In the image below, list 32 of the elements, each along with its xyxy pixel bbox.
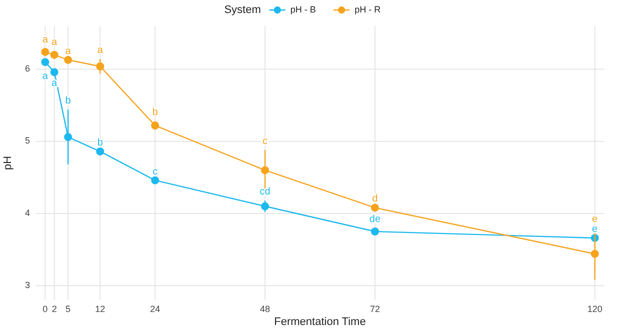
legend-title: System	[224, 4, 261, 16]
data-label: b	[152, 107, 158, 118]
x-tick-label: 48	[260, 304, 270, 314]
y-axis-title: pH	[2, 156, 14, 170]
data-label: a	[52, 37, 58, 48]
data-label: a	[97, 45, 104, 56]
x-tick-label: 12	[95, 304, 106, 314]
data-label: c	[152, 166, 158, 178]
x-tick-label: 24	[150, 304, 160, 314]
data-label: e	[592, 214, 598, 225]
x-axis-title: Fermentation Time	[274, 316, 366, 328]
data-label: e	[592, 224, 598, 235]
y-tick-label: 4	[24, 208, 30, 218]
y-tick-label: 6	[24, 64, 30, 74]
data-label: d	[372, 194, 378, 205]
data-label: cd	[260, 186, 270, 198]
y-tick-label: 3	[24, 280, 30, 290]
data-label: b	[97, 137, 104, 148]
y-tick-label: 5	[24, 136, 30, 146]
legend-label: pH - R	[354, 4, 382, 14]
data-label: a	[42, 34, 48, 46]
data-label: c	[262, 136, 268, 148]
data-label: a	[65, 46, 72, 57]
x-tick-label: 2	[52, 304, 57, 314]
x-tick-label: 5	[66, 304, 71, 314]
data-label: a	[42, 70, 48, 82]
x-tick-label: 72	[370, 304, 380, 314]
x-tick-label: 120	[587, 304, 602, 314]
data-label: b	[65, 96, 72, 107]
x-tick-label: 0	[42, 304, 48, 314]
legend-label: pH - B	[290, 4, 316, 14]
data-label: de	[369, 214, 381, 225]
